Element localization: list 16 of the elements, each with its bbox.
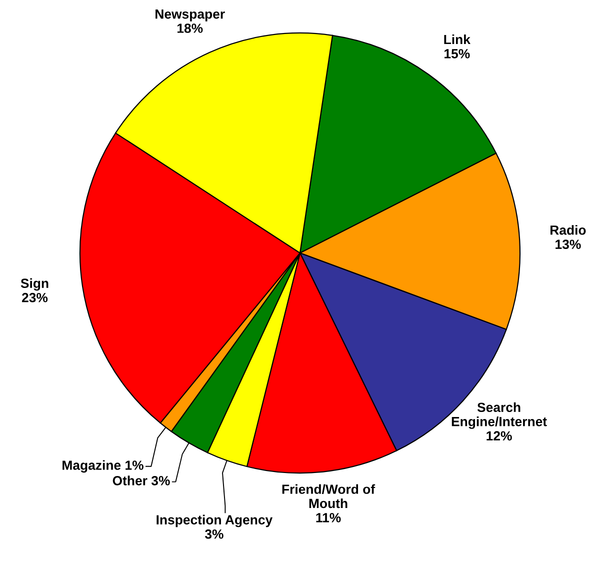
slice-label: Radio bbox=[550, 225, 586, 235]
slice-label: Friend/Word of Mouth bbox=[282, 484, 376, 508]
data-label: 15% bbox=[444, 49, 470, 58]
slice-label: Magazine 1% bbox=[62, 460, 144, 473]
slice-label: Search Engine/Internet bbox=[452, 402, 547, 429]
slice-label: Other 3% bbox=[112, 476, 170, 486]
data-label: 13% bbox=[556, 240, 581, 250]
data-label: 3% bbox=[204, 529, 224, 539]
slice-label: Link bbox=[444, 34, 470, 44]
slice-label: Newspaper bbox=[156, 10, 225, 22]
data-label: 12% bbox=[486, 431, 512, 440]
data-label: 11% bbox=[316, 513, 341, 522]
data-label: 23% bbox=[22, 292, 48, 302]
slice-label: Sign bbox=[20, 278, 48, 291]
slice-label: Inspection Agency bbox=[156, 514, 273, 528]
data-label: 18% bbox=[177, 24, 203, 33]
